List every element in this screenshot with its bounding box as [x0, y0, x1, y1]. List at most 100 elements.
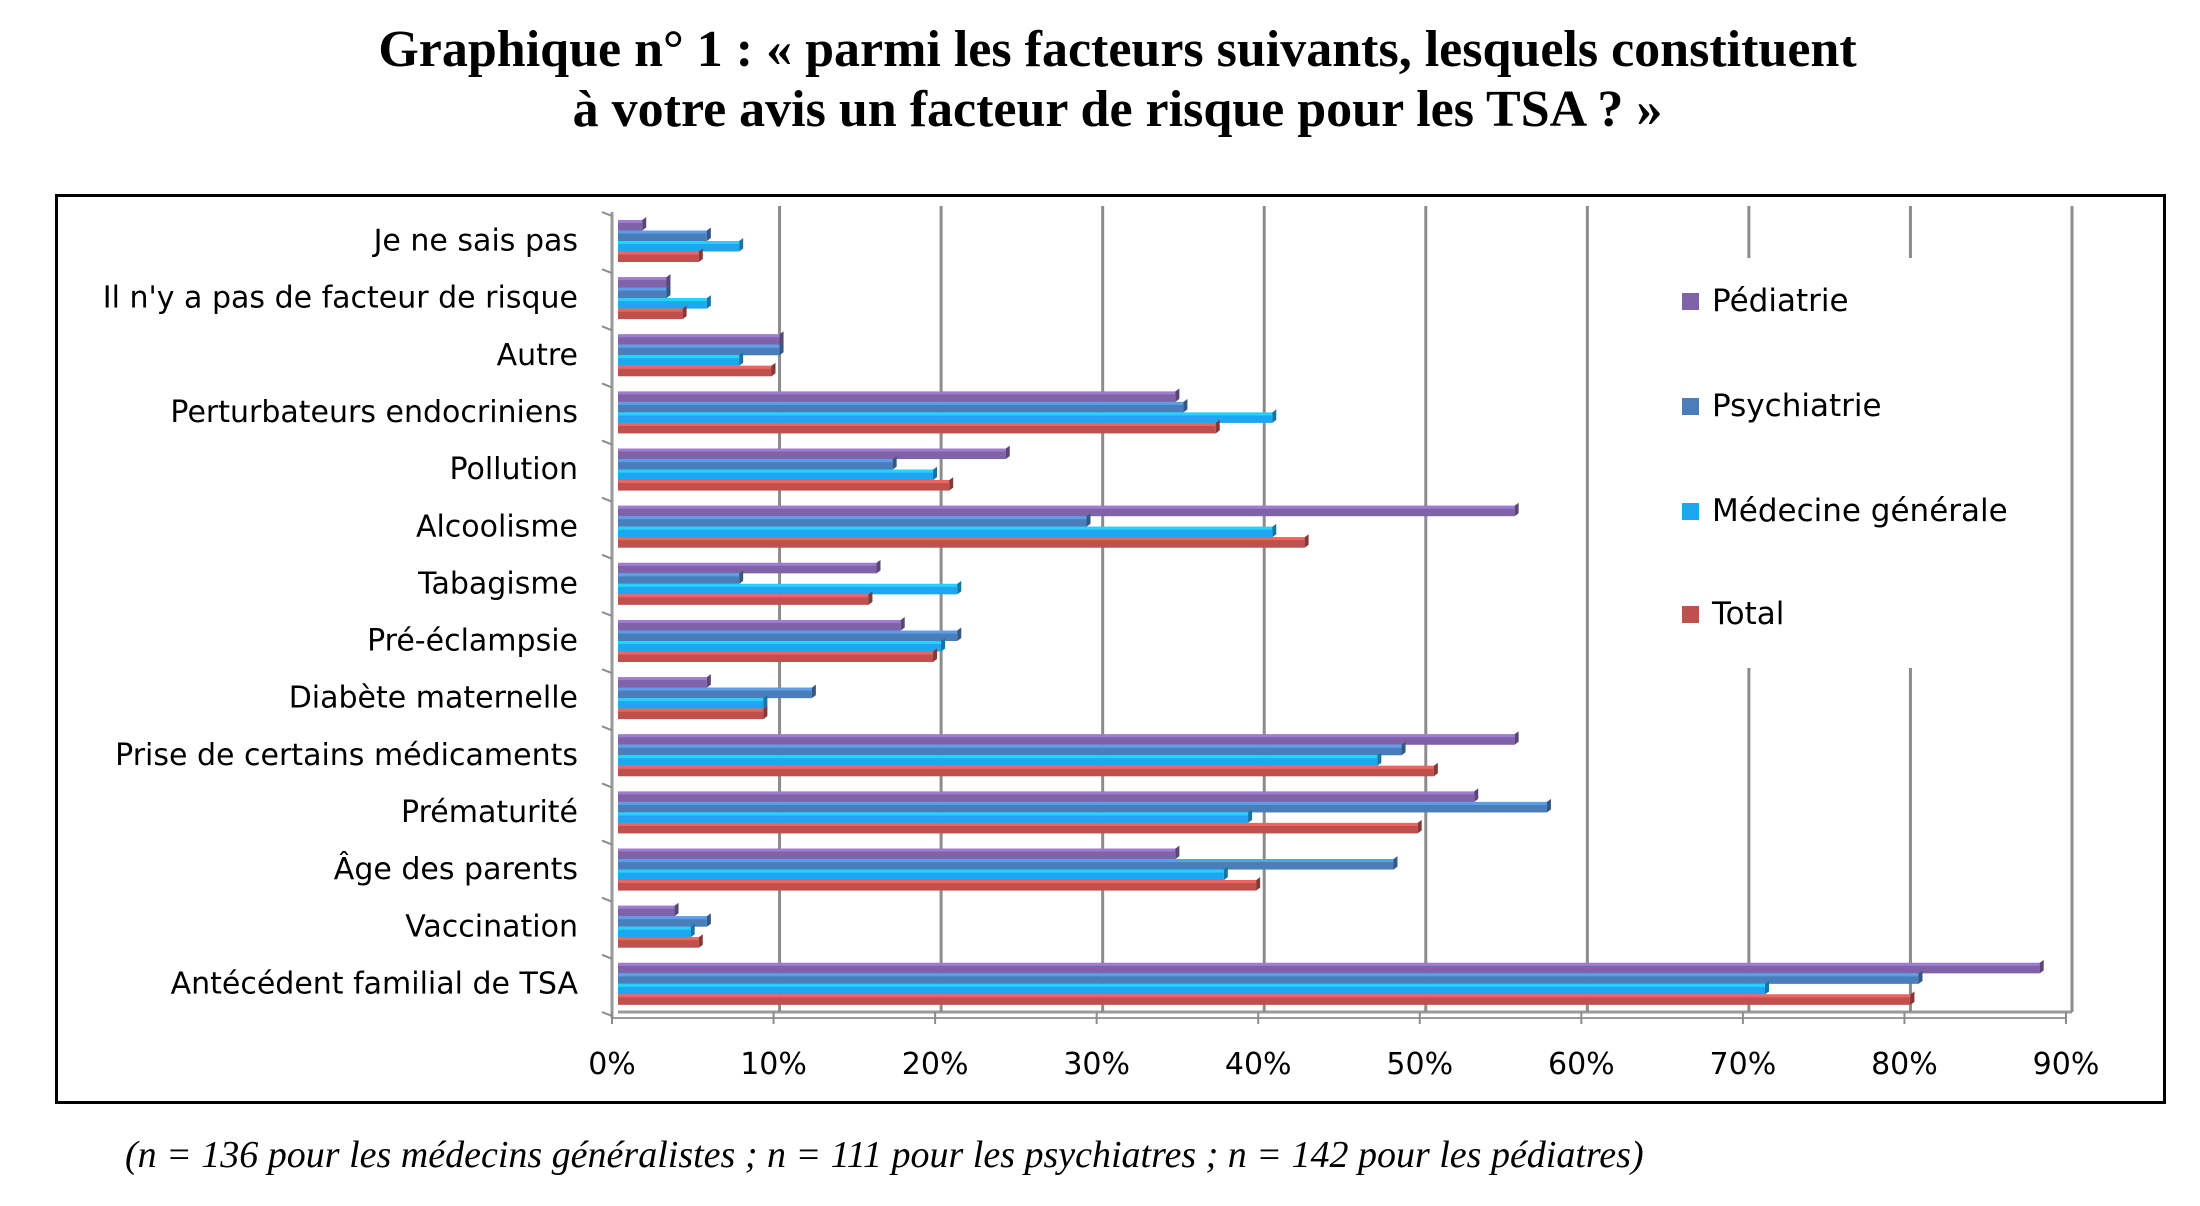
bar-highlight	[618, 459, 893, 463]
bar-highlight	[618, 391, 1176, 395]
bar-end	[1183, 398, 1188, 413]
bar-front	[618, 791, 1475, 802]
bar-highlight	[618, 422, 1216, 426]
y-tick-mark	[601, 1011, 613, 1017]
bar-end	[1514, 502, 1519, 517]
bar-highlight	[618, 651, 934, 655]
bar	[618, 445, 1010, 460]
legend-swatch	[1682, 293, 1699, 310]
bar-highlight	[618, 526, 1273, 530]
bar-front	[618, 822, 1418, 834]
bar-end	[682, 305, 687, 320]
legend-label: Pédiatrie	[1712, 283, 1849, 319]
bar-front	[618, 220, 643, 231]
bar-end	[698, 248, 703, 262]
bar-end	[739, 238, 744, 252]
bar-front	[618, 765, 1434, 777]
bar	[618, 856, 1398, 870]
y-tick-mark	[601, 668, 613, 675]
category-label: Alcoolisme	[416, 509, 578, 544]
legend-item: Médecine générale	[1682, 493, 2008, 529]
bar	[618, 398, 1188, 413]
bar-end	[706, 295, 711, 309]
bar-front	[618, 630, 958, 641]
bar-end	[706, 674, 711, 688]
y-tick-mark	[601, 611, 613, 617]
bar-highlight	[618, 698, 764, 702]
bar	[618, 695, 768, 709]
bar-end	[642, 217, 647, 231]
bar-end	[739, 570, 744, 584]
bar-end	[666, 284, 671, 299]
bar-end	[763, 705, 768, 720]
bar-end	[779, 341, 784, 356]
bar-highlight	[618, 926, 691, 930]
bar-front	[618, 480, 950, 491]
y-tick-mark	[601, 553, 613, 560]
bar	[618, 352, 744, 366]
bar-end	[1175, 388, 1180, 402]
bar	[618, 741, 1406, 756]
bar	[618, 752, 1382, 766]
bar-highlight	[618, 251, 699, 255]
category-label: Pré-éclampsie	[367, 624, 578, 659]
bar-highlight	[618, 801, 1547, 805]
bar-highlight	[618, 905, 675, 909]
bar	[618, 866, 1228, 881]
bar-front	[618, 755, 1378, 766]
bar-highlight	[618, 469, 934, 473]
bar-front	[618, 516, 1087, 527]
bar-end	[868, 591, 873, 605]
bar-front	[618, 469, 934, 481]
bar	[618, 923, 695, 938]
bar-highlight	[618, 812, 1249, 816]
bar	[618, 341, 784, 356]
bar-highlight	[618, 505, 1515, 509]
bar-highlight	[618, 298, 707, 302]
bar	[618, 295, 711, 309]
y-tick-mark	[601, 211, 613, 217]
bar-end	[949, 477, 954, 491]
bar-end	[876, 559, 881, 574]
bar-end	[1248, 809, 1253, 823]
bar-highlight	[618, 687, 812, 691]
bar-highlight	[618, 973, 1919, 977]
bar	[618, 217, 647, 231]
bar-highlight	[618, 994, 1911, 998]
bar-front	[618, 230, 707, 241]
bar-end	[706, 227, 711, 241]
bar-front	[618, 916, 707, 927]
legend-label: Total	[1711, 596, 1784, 632]
y-tick-mark	[601, 953, 613, 960]
bar-front	[618, 880, 1257, 891]
legend-swatch	[1682, 398, 1699, 415]
y-tick-mark	[601, 382, 613, 389]
bar-highlight	[618, 516, 1087, 520]
category-label: Antécédent familial de TSA	[171, 966, 579, 1001]
bar	[618, 559, 881, 574]
bar-highlight	[618, 562, 877, 566]
bar-highlight	[618, 630, 958, 634]
category-label: Âge des parents	[334, 851, 578, 887]
bar	[618, 980, 1770, 995]
bar-highlight	[618, 277, 667, 281]
category-label: Tabagisme	[417, 566, 578, 601]
bar-highlight	[618, 401, 1184, 405]
bar-front	[618, 812, 1249, 823]
bar-highlight	[618, 755, 1378, 759]
bar-end	[1417, 819, 1422, 834]
bar-front	[618, 994, 1911, 1005]
bar-front	[618, 277, 667, 288]
chart-title: Graphique n° 1 : « parmi les facteurs su…	[0, 20, 2200, 140]
bar-front	[618, 344, 780, 356]
bar	[618, 513, 1091, 527]
bar-front	[618, 937, 699, 948]
bar-front	[618, 308, 683, 320]
bar-front	[618, 651, 934, 662]
bar-end	[1272, 523, 1277, 538]
y-tick-mark	[601, 725, 613, 732]
bar	[618, 638, 946, 652]
bar	[618, 798, 1551, 813]
bar	[618, 627, 962, 641]
bar	[618, 959, 2044, 974]
